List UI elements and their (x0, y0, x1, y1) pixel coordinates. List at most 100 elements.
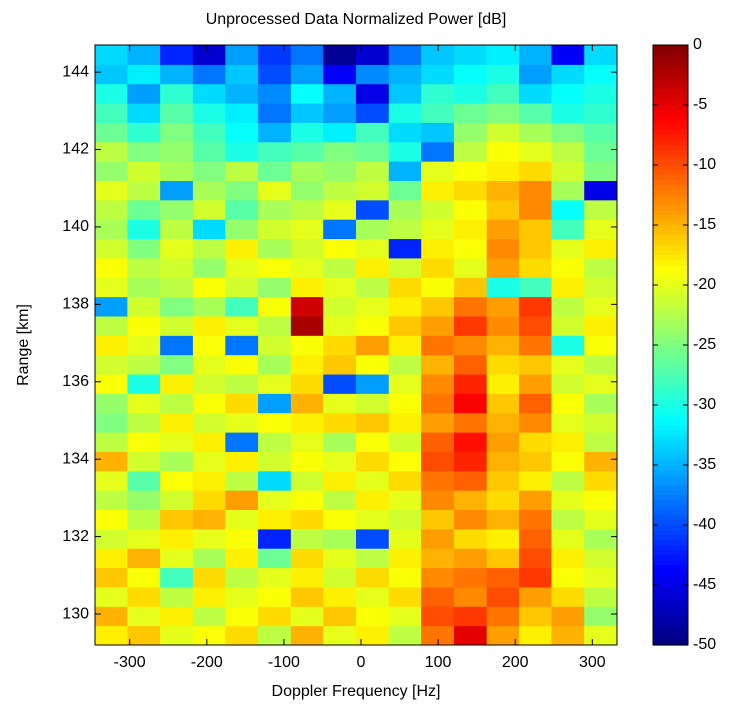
cell (225, 83, 259, 104)
cell (421, 606, 455, 627)
cell (551, 103, 585, 123)
cell (160, 180, 194, 201)
colorbar-step (653, 125, 688, 131)
cell (584, 180, 618, 201)
cell (388, 257, 422, 278)
cell (127, 335, 161, 356)
cell (225, 412, 259, 433)
colorbar-step (653, 190, 688, 196)
cell (127, 199, 161, 220)
cell (421, 103, 455, 123)
colorbar-step (653, 505, 688, 511)
cell (192, 277, 226, 298)
cell (421, 83, 455, 104)
cell (519, 412, 552, 433)
colorbar-step (653, 200, 688, 206)
cell (584, 45, 618, 65)
cell (192, 45, 226, 65)
cell (486, 625, 520, 646)
cell (453, 606, 488, 627)
colorbar-step (653, 120, 688, 126)
cell (519, 490, 552, 511)
colorbar-step (653, 425, 688, 431)
cell (258, 606, 292, 627)
cell (551, 83, 585, 104)
cell (519, 277, 552, 298)
colorbar-step (653, 450, 688, 456)
cell (486, 238, 520, 259)
cell (551, 238, 585, 259)
cell (486, 412, 520, 433)
cell (95, 45, 128, 65)
cell (356, 451, 390, 472)
colorbar-step (653, 445, 688, 451)
cell (225, 45, 259, 65)
cell (323, 296, 357, 317)
colorbar-step (653, 85, 688, 91)
cell (421, 315, 455, 336)
cell (323, 354, 357, 375)
colorbar-step (653, 235, 688, 241)
cell (225, 567, 259, 588)
cell (127, 180, 161, 201)
colorbar-step (653, 400, 688, 406)
colorbar-step (653, 175, 688, 181)
cell (258, 161, 292, 181)
colorbar-step (653, 635, 688, 641)
cell (127, 567, 161, 588)
cell (258, 625, 292, 646)
colorbar-step (653, 625, 688, 631)
cell (192, 257, 226, 278)
cell (551, 45, 585, 65)
cell (258, 180, 292, 201)
cell (258, 219, 292, 240)
cell (519, 64, 552, 85)
cell (356, 335, 390, 356)
cell (388, 451, 422, 472)
cell (551, 354, 585, 375)
cell (584, 161, 618, 181)
cell (192, 238, 226, 259)
cell (453, 238, 488, 259)
cell (388, 509, 422, 530)
cell (95, 141, 128, 162)
cell (519, 470, 552, 491)
cell (192, 141, 226, 162)
colorbar-step (653, 575, 688, 581)
colorbar-step (653, 140, 688, 146)
cell (225, 490, 259, 511)
cell (584, 509, 618, 530)
cell (323, 393, 357, 414)
cell (258, 451, 292, 472)
colorbar-tick-label: 0 (693, 36, 702, 53)
colorbar-step (653, 50, 688, 56)
cell (388, 238, 422, 259)
cell (486, 122, 520, 143)
cell (551, 606, 585, 627)
colorbar-step (653, 285, 688, 291)
colorbar-step (653, 435, 688, 441)
cell (225, 122, 259, 143)
x-axis-label: Doppler Frequency [Hz] (272, 683, 441, 700)
cell (421, 374, 455, 394)
cell (453, 490, 488, 511)
cell (127, 83, 161, 104)
cell (486, 548, 520, 569)
cell (519, 238, 552, 259)
y-tick-label: 136 (62, 373, 89, 390)
cell (192, 606, 226, 627)
colorbar-step (653, 605, 688, 611)
cell (127, 122, 161, 143)
cell (486, 451, 520, 472)
cell (290, 393, 324, 414)
cell (258, 83, 292, 104)
cell (421, 586, 455, 607)
cell (551, 509, 585, 530)
cell (160, 141, 194, 162)
cell (421, 393, 455, 414)
colorbar-step (653, 530, 688, 536)
cell (127, 296, 161, 317)
cell (486, 470, 520, 491)
cell (453, 180, 488, 201)
cell (323, 490, 357, 511)
